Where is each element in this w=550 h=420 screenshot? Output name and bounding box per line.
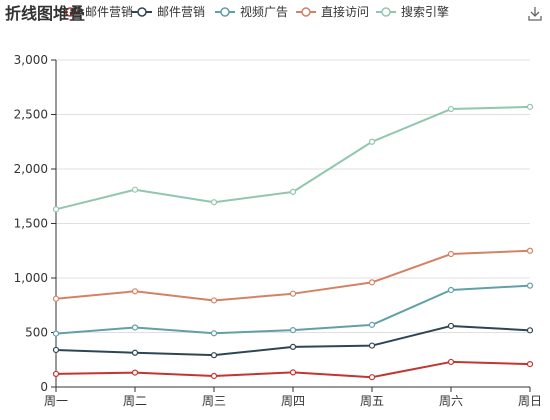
y-tick-label: 1,000	[14, 271, 48, 285]
data-point[interactable]	[131, 324, 139, 331]
data-point[interactable]	[131, 349, 139, 356]
data-point[interactable]	[447, 105, 455, 113]
chart-title: 折线图堆叠	[5, 4, 85, 23]
y-tick-label: 1,500	[14, 217, 48, 231]
y-axis-ticks: 0 500 1,000 1,500 2,000 2,500 3,000	[14, 53, 56, 394]
series-5	[52, 103, 534, 213]
series-lines	[52, 103, 534, 381]
series-2	[52, 322, 534, 359]
x-tick-label: 周五	[360, 394, 384, 408]
data-point[interactable]	[289, 290, 297, 297]
data-point[interactable]	[368, 342, 376, 349]
x-tick-label: 周日	[518, 394, 542, 408]
data-point[interactable]	[368, 374, 376, 381]
data-point[interactable]	[289, 369, 297, 376]
x-tick-label: 周一	[44, 394, 68, 408]
y-tick-label: 0	[40, 380, 48, 394]
legend-label: 搜索引擎	[401, 4, 449, 19]
data-point[interactable]	[52, 206, 60, 213]
data-point[interactable]	[526, 361, 534, 368]
legend-item[interactable]: 直接访问	[296, 4, 369, 19]
data-point[interactable]	[368, 138, 376, 145]
x-tick-label: 周四	[281, 394, 305, 408]
data-point[interactable]	[289, 327, 297, 334]
legend-marker	[381, 7, 391, 17]
legend: 邮件营销 邮件营销 视频广告 直接访问 搜索引擎	[60, 4, 449, 19]
legend-marker	[137, 7, 147, 17]
data-point[interactable]	[526, 103, 534, 110]
legend-marker	[220, 7, 230, 17]
data-point[interactable]	[447, 322, 455, 330]
data-point[interactable]	[131, 186, 139, 193]
data-point[interactable]	[526, 247, 534, 254]
legend-marker	[301, 7, 311, 17]
data-point[interactable]	[52, 346, 60, 354]
legend-label: 邮件营销	[85, 5, 133, 19]
data-point[interactable]	[52, 330, 60, 337]
legend-item[interactable]: 邮件营销	[60, 5, 133, 19]
data-point[interactable]	[210, 199, 218, 206]
legend-label: 邮件营销	[157, 5, 205, 19]
x-tick-label: 周二	[123, 394, 147, 408]
data-point[interactable]	[210, 330, 218, 337]
data-point[interactable]	[289, 343, 297, 350]
y-tick-label: 500	[25, 326, 48, 340]
data-point[interactable]	[447, 286, 455, 294]
data-point[interactable]	[526, 327, 534, 334]
legend-item[interactable]: 邮件营销	[132, 5, 205, 19]
y-tick-label: 3,000	[14, 53, 48, 67]
data-point[interactable]	[210, 297, 218, 304]
legend-marker	[65, 7, 75, 17]
series-1	[52, 358, 534, 381]
data-point[interactable]	[210, 352, 218, 359]
x-tick-label: 周三	[202, 394, 226, 408]
y-tick-label: 2,500	[14, 108, 48, 122]
data-point[interactable]	[289, 188, 297, 195]
data-point[interactable]	[131, 369, 139, 376]
y-tick-label: 2,000	[14, 162, 48, 176]
data-point[interactable]	[52, 295, 60, 302]
legend-label: 视频广告	[240, 4, 288, 19]
legend-label: 直接访问	[321, 4, 369, 19]
data-point[interactable]	[447, 250, 455, 258]
data-point[interactable]	[368, 321, 376, 328]
series-3	[52, 282, 534, 337]
legend-item[interactable]: 视频广告	[215, 4, 288, 19]
data-point[interactable]	[210, 372, 218, 380]
data-point[interactable]	[52, 370, 60, 378]
grid	[56, 59, 530, 333]
legend-item[interactable]: 搜索引擎	[376, 4, 449, 19]
data-point[interactable]	[526, 282, 534, 289]
data-point[interactable]	[131, 288, 139, 295]
series-4	[52, 247, 534, 304]
x-tick-label: 周六	[439, 394, 463, 408]
download-icon[interactable]	[526, 4, 544, 22]
data-point[interactable]	[447, 358, 455, 366]
data-point[interactable]	[368, 279, 376, 286]
x-axis-ticks: 周一 周二 周三 周四 周五 周六 周日	[44, 387, 542, 408]
